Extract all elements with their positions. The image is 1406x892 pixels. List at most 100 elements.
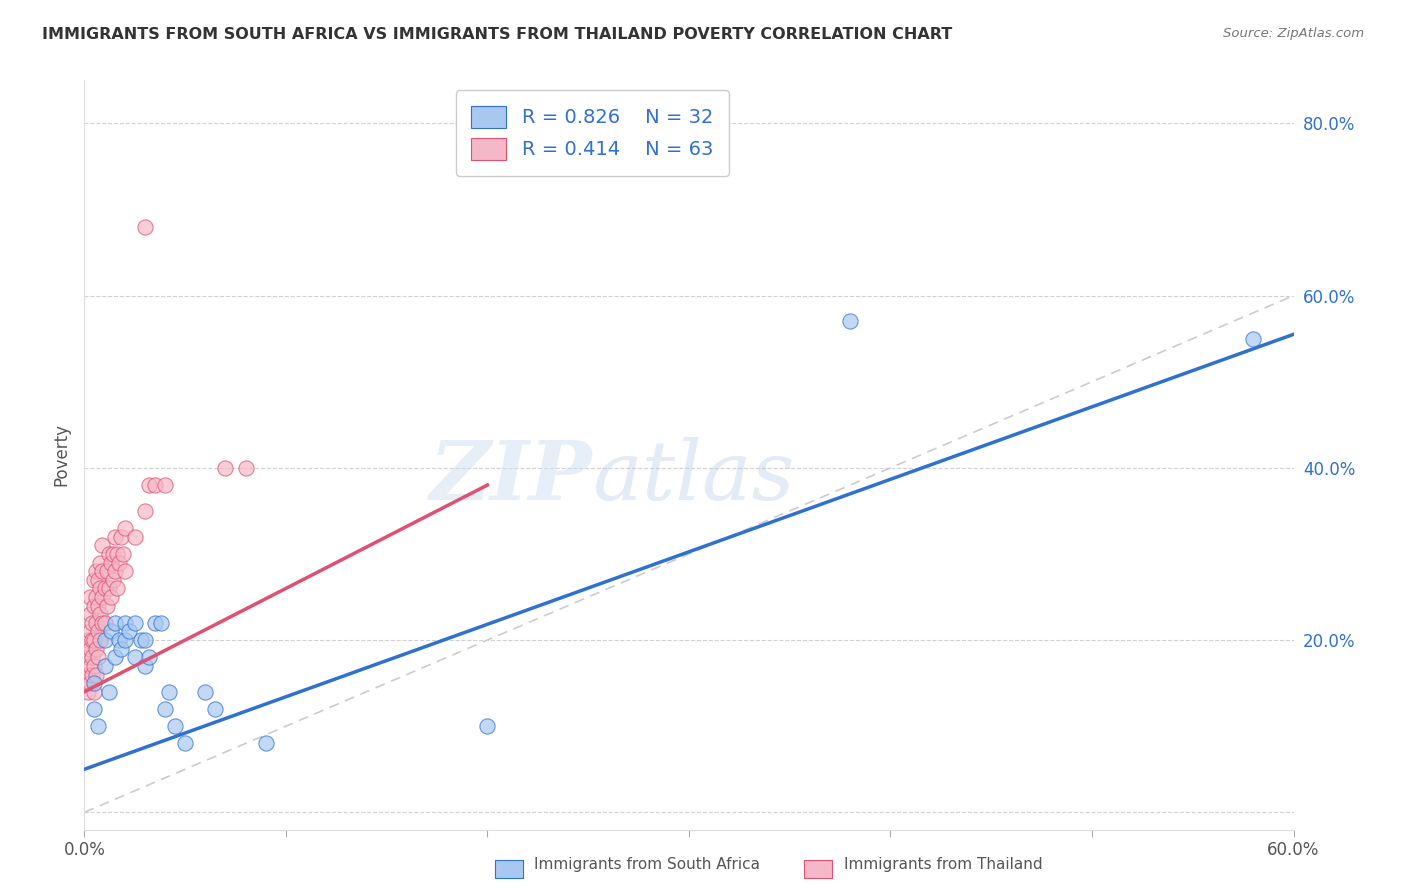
Point — [138, 650, 160, 665]
Point — [87, 624, 110, 639]
Point — [79, 607, 101, 622]
Point — [83, 676, 105, 690]
Point — [97, 685, 120, 699]
Point — [110, 530, 132, 544]
Text: Immigrants from South Africa: Immigrants from South Africa — [534, 857, 761, 872]
Point — [79, 659, 101, 673]
Point — [134, 504, 156, 518]
Point — [79, 590, 101, 604]
Point — [105, 582, 128, 596]
Point — [111, 547, 134, 561]
Point — [83, 573, 105, 587]
Point — [86, 590, 108, 604]
Point — [89, 607, 111, 622]
Point — [91, 590, 114, 604]
Point — [114, 521, 136, 535]
Point — [93, 582, 115, 596]
Point — [93, 633, 115, 648]
Point — [839, 314, 862, 328]
Point — [97, 547, 120, 561]
Point — [96, 564, 118, 578]
Point — [87, 650, 110, 665]
Point — [79, 676, 101, 690]
Point — [77, 685, 100, 699]
Point — [114, 564, 136, 578]
Point — [165, 719, 187, 733]
Point — [89, 556, 111, 570]
Point — [97, 582, 120, 596]
Point — [124, 530, 146, 544]
Point — [104, 650, 127, 665]
Point — [110, 641, 132, 656]
Point — [86, 667, 108, 681]
Point — [153, 702, 176, 716]
Point — [118, 624, 141, 639]
Point — [114, 615, 136, 630]
Point — [153, 478, 176, 492]
Point — [174, 736, 197, 750]
Point — [1241, 332, 1264, 346]
Point — [134, 633, 156, 648]
Point — [477, 719, 499, 733]
Point — [89, 633, 111, 648]
Point — [157, 685, 180, 699]
Point — [194, 685, 217, 699]
Point — [134, 219, 156, 234]
Point — [77, 667, 100, 681]
Point — [91, 538, 114, 552]
Text: IMMIGRANTS FROM SOUTH AFRICA VS IMMIGRANTS FROM THAILAND POVERTY CORRELATION CHA: IMMIGRANTS FROM SOUTH AFRICA VS IMMIGRAN… — [42, 27, 952, 42]
Point — [83, 633, 105, 648]
Point — [79, 641, 101, 656]
Point — [235, 460, 257, 475]
Point — [143, 478, 166, 492]
Point — [83, 702, 105, 716]
Point — [82, 667, 104, 681]
Point — [91, 615, 114, 630]
Point — [83, 685, 105, 699]
Point — [104, 530, 127, 544]
Point — [87, 719, 110, 733]
Point — [107, 556, 129, 570]
Y-axis label: Poverty: Poverty — [52, 424, 70, 486]
Point — [104, 615, 127, 630]
Point — [100, 590, 122, 604]
Point — [79, 624, 101, 639]
Point — [82, 615, 104, 630]
Point — [134, 659, 156, 673]
Text: atlas: atlas — [592, 437, 794, 517]
Text: ZIP: ZIP — [430, 437, 592, 517]
Point — [93, 615, 115, 630]
Point — [124, 650, 146, 665]
Point — [82, 650, 104, 665]
Point — [86, 641, 108, 656]
Point — [114, 633, 136, 648]
Point — [87, 573, 110, 587]
Point — [149, 615, 172, 630]
Point — [83, 599, 105, 613]
Point — [91, 564, 114, 578]
Point — [254, 736, 277, 750]
Point — [143, 615, 166, 630]
Point — [77, 650, 100, 665]
Point — [89, 582, 111, 596]
Point — [104, 564, 127, 578]
Point — [86, 615, 108, 630]
Point — [214, 460, 236, 475]
Point — [86, 564, 108, 578]
Point — [124, 615, 146, 630]
Point — [138, 478, 160, 492]
Text: Immigrants from Thailand: Immigrants from Thailand — [844, 857, 1042, 872]
Point — [204, 702, 226, 716]
Point — [107, 633, 129, 648]
Legend: R = 0.826    N = 32, R = 0.414    N = 63: R = 0.826 N = 32, R = 0.414 N = 63 — [456, 90, 728, 176]
Point — [101, 573, 124, 587]
Point — [100, 624, 122, 639]
Point — [100, 556, 122, 570]
Point — [96, 599, 118, 613]
Point — [105, 547, 128, 561]
Point — [87, 599, 110, 613]
Point — [83, 659, 105, 673]
Point — [93, 659, 115, 673]
Point — [101, 547, 124, 561]
Point — [82, 633, 104, 648]
